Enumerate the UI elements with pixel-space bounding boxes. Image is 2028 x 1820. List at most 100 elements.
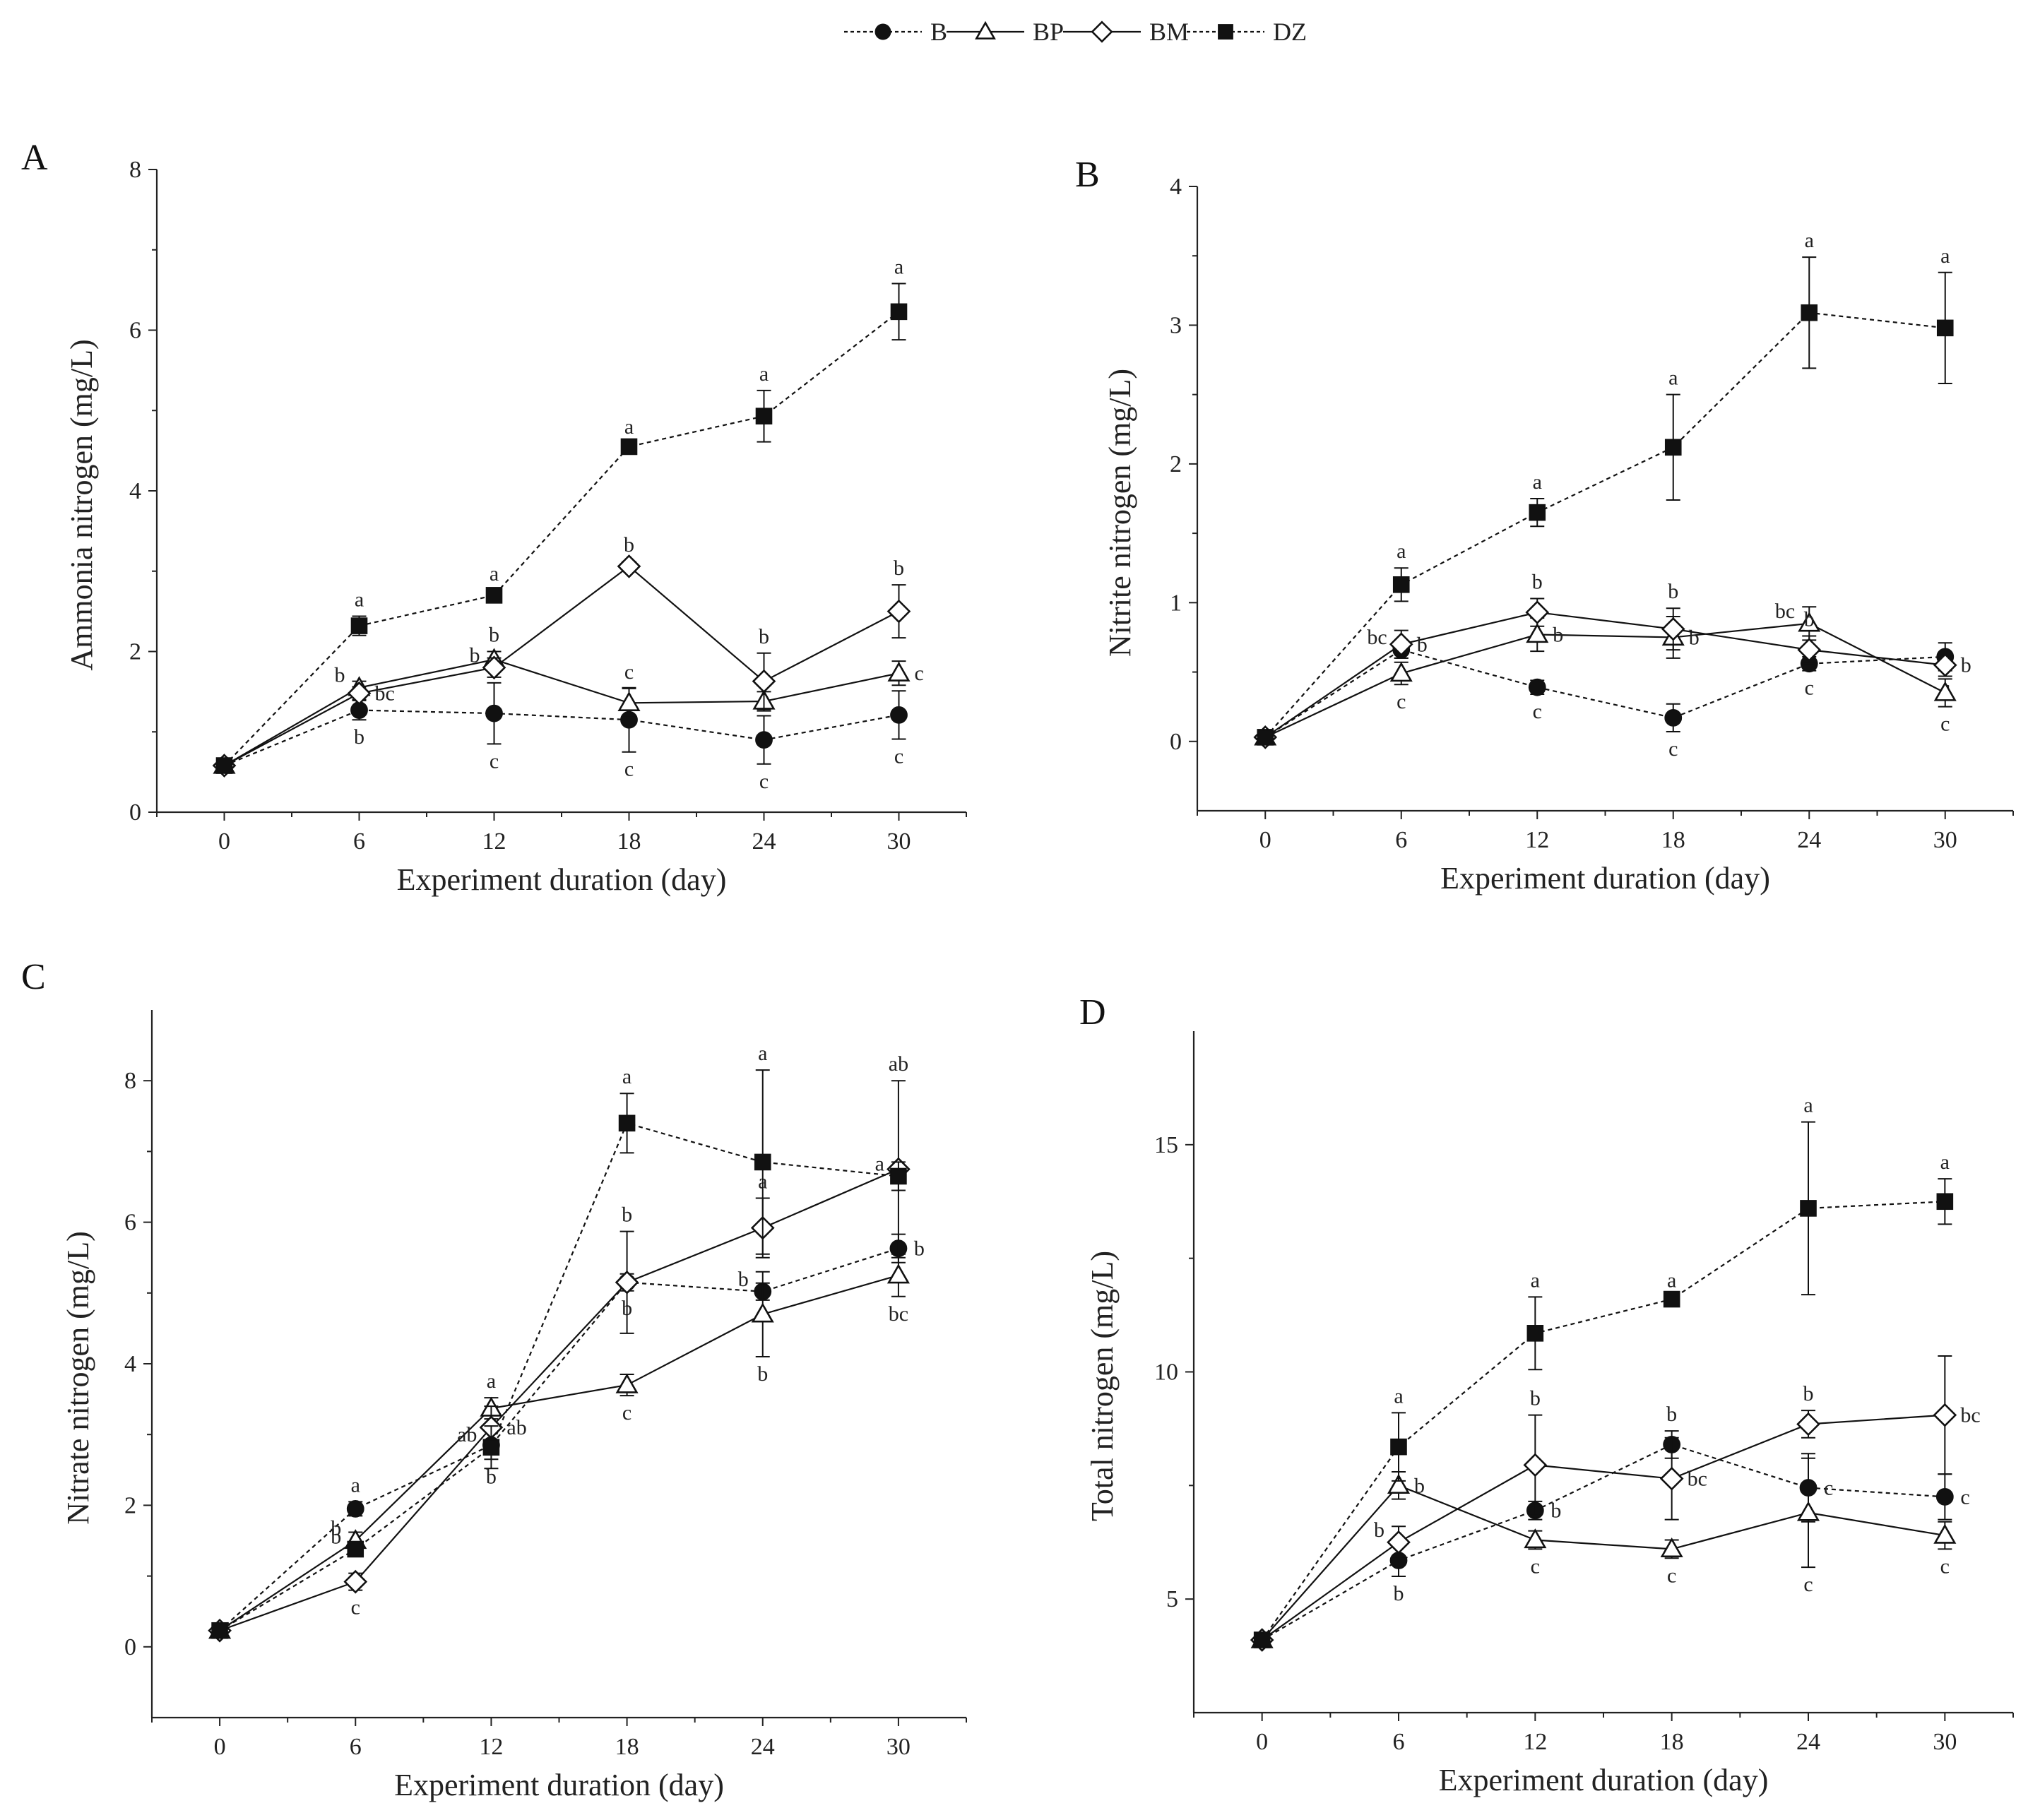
significance-label: b <box>489 624 499 647</box>
data-point-b <box>485 704 503 722</box>
data-point-dz <box>1936 1193 1954 1211</box>
significance-label: b <box>738 1268 749 1291</box>
y-tick-label: 6 <box>129 318 141 344</box>
series-line-dz <box>219 1122 899 1631</box>
y-tick-label: 6 <box>124 1210 136 1236</box>
x-axis-title: Experiment duration (day) <box>1439 1763 1769 1797</box>
significance-label: b <box>759 625 769 648</box>
x-tick-label: 24 <box>751 1734 775 1760</box>
significance-label: b <box>757 1362 768 1386</box>
y-tick-label: 0 <box>1170 729 1182 755</box>
significance-label: a <box>1805 229 1814 252</box>
data-point-bm <box>886 599 911 624</box>
x-tick-label: 6 <box>350 1734 362 1760</box>
significance-label: a <box>1531 1268 1540 1292</box>
significance-label: b <box>1961 654 1971 677</box>
y-axis-title: Nitrite nitrogen (mg/L) <box>1103 369 1137 657</box>
significance-label: c <box>490 749 499 773</box>
data-point-bp <box>1796 1501 1820 1521</box>
data-point-dz <box>1664 439 1682 456</box>
significance-label: b <box>331 1525 341 1549</box>
significance-label: a <box>355 588 364 611</box>
significance-label: a <box>1940 244 1950 268</box>
data-point-bm <box>1389 632 1413 657</box>
significance-label: b <box>624 533 634 557</box>
significance-label: b <box>354 725 364 749</box>
x-tick-label: 12 <box>479 1734 503 1760</box>
significance-label: b <box>1668 580 1678 603</box>
significance-label: b <box>1417 633 1428 656</box>
significance-label: b <box>1553 624 1563 647</box>
y-tick-label: 4 <box>129 478 141 504</box>
series-b: bc c c c <box>215 682 908 793</box>
data-point-dz <box>1663 1290 1680 1308</box>
data-point-bm <box>1933 1403 1957 1427</box>
data-point-bp <box>1933 1523 1957 1544</box>
significance-label: b <box>470 643 480 667</box>
data-point-bp <box>751 1302 774 1323</box>
significance-label: b <box>1803 1382 1814 1405</box>
series-dz: a a a a a <box>1257 229 1954 746</box>
data-point-dz <box>215 757 233 774</box>
series-line-bp <box>223 658 899 766</box>
y-tick-label: 1 <box>1170 590 1182 616</box>
significance-label: c <box>759 770 769 793</box>
data-point-dz <box>754 1153 771 1171</box>
significance-label: b <box>1804 607 1815 631</box>
significance-label: c <box>1531 1554 1540 1578</box>
data-point-bp <box>1526 623 1549 643</box>
x-tick-label: 12 <box>1525 827 1549 853</box>
significance-label: c <box>1940 713 1950 736</box>
data-point-bp <box>1798 612 1821 632</box>
data-point-b <box>890 706 908 724</box>
series-bp: bc c cc <box>1250 1457 1957 1648</box>
significance-label: a <box>490 562 499 585</box>
x-tick-label: 24 <box>1796 1729 1820 1755</box>
x-tick-label: 18 <box>1661 827 1685 853</box>
significance-label: bc <box>1367 626 1387 649</box>
significance-label: bc <box>1775 600 1795 623</box>
data-point-dz <box>1529 504 1546 521</box>
significance-label: bc <box>889 1302 908 1326</box>
y-tick-label: 4 <box>124 1351 136 1377</box>
series-line-b <box>1262 1444 1945 1641</box>
data-point-bp <box>1524 1528 1547 1549</box>
y-tick-label: 8 <box>129 157 141 183</box>
series-line-bp <box>1264 622 1946 738</box>
significance-label: c <box>624 758 634 781</box>
significance-label: c <box>1667 1564 1676 1587</box>
significance-label: b <box>1666 1403 1677 1426</box>
significance-label: c <box>1668 737 1678 761</box>
data-point-bp <box>615 1373 639 1393</box>
series-bm: bb bbb <box>1253 570 1971 749</box>
legend-label-dz: DZ <box>1273 18 1307 46</box>
x-tick-label: 30 <box>1933 827 1957 853</box>
y-tick-label: 2 <box>1170 451 1182 477</box>
data-point-bm <box>1523 1453 1548 1477</box>
data-point-bm <box>1933 653 1957 677</box>
series-dz: a a a a a <box>1253 1094 1954 1648</box>
legend-marker-b <box>874 23 891 40</box>
significance-label: bc <box>375 682 395 706</box>
significance-label: a <box>759 362 769 386</box>
data-point-bp <box>617 691 641 711</box>
significance-label: b <box>1689 626 1700 649</box>
data-point-bm <box>347 681 372 706</box>
significance-label: a <box>894 256 903 279</box>
data-point-bp <box>1933 681 1957 701</box>
significance-label: a <box>1533 470 1542 494</box>
data-point-bm <box>482 655 506 680</box>
data-point-bm <box>1387 1530 1411 1554</box>
data-point-dz <box>485 587 503 604</box>
significance-label: bc <box>1688 1468 1707 1491</box>
legend-label-b: B <box>930 18 947 46</box>
series-dz: a a a a a <box>215 256 908 774</box>
series-line-dz <box>1264 311 1945 738</box>
significance-label: b <box>1530 1387 1541 1410</box>
